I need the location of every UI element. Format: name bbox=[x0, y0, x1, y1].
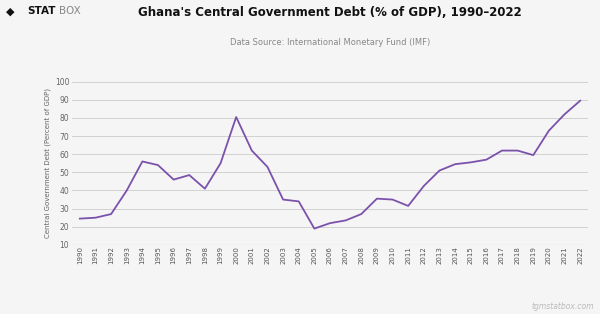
Text: Ghana's Central Government Debt (% of GDP), 1990–2022: Ghana's Central Government Debt (% of GD… bbox=[138, 6, 522, 19]
Text: ◆: ◆ bbox=[6, 6, 14, 16]
Text: tgmstatbox.com: tgmstatbox.com bbox=[532, 302, 594, 311]
Y-axis label: Central Government Debt (Percent of GDP): Central Government Debt (Percent of GDP) bbox=[44, 88, 50, 238]
Text: STAT: STAT bbox=[27, 6, 56, 16]
Text: BOX: BOX bbox=[59, 6, 80, 16]
Text: Data Source: International Monetary Fund (IMF): Data Source: International Monetary Fund… bbox=[230, 38, 430, 47]
